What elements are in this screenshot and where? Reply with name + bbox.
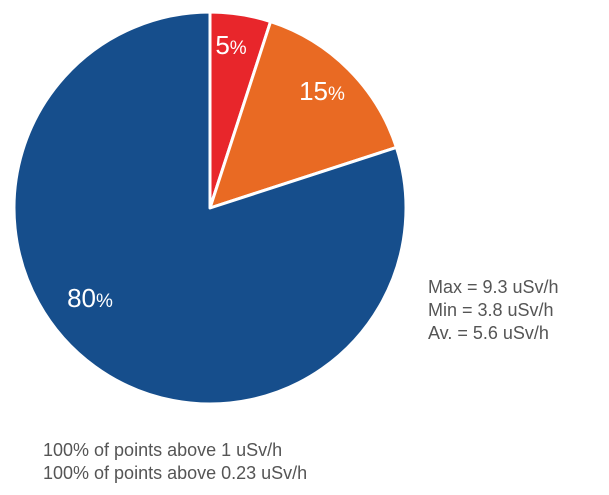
stat-max: Max = 9.3 uSv/h (428, 277, 559, 297)
pie-label-80-percent: 80% (67, 283, 113, 313)
pie-label-15-percent: 15% (299, 76, 345, 106)
notes-block: 100% of points above 1 uSv/h 100% of poi… (43, 439, 307, 485)
stat-average: Av. = 5.6 uSv/h (428, 323, 549, 343)
pie-label-5-percent: 5% (215, 30, 246, 60)
pie-labels: 5% 15% 80% (67, 30, 345, 313)
pie-slices (12, 10, 408, 406)
note-line-1: 100% of points above 1 uSv/h (43, 440, 283, 460)
pie-slice-80-percent (12, 10, 408, 406)
note-line-2: 100% of points above 0.23 uSv/h (43, 463, 308, 483)
stat-min: Min = 3.8 uSv/h (428, 300, 554, 320)
stats-block: Max = 9.3 uSv/h Min = 3.8 uSv/h Av. = 5.… (428, 276, 559, 345)
